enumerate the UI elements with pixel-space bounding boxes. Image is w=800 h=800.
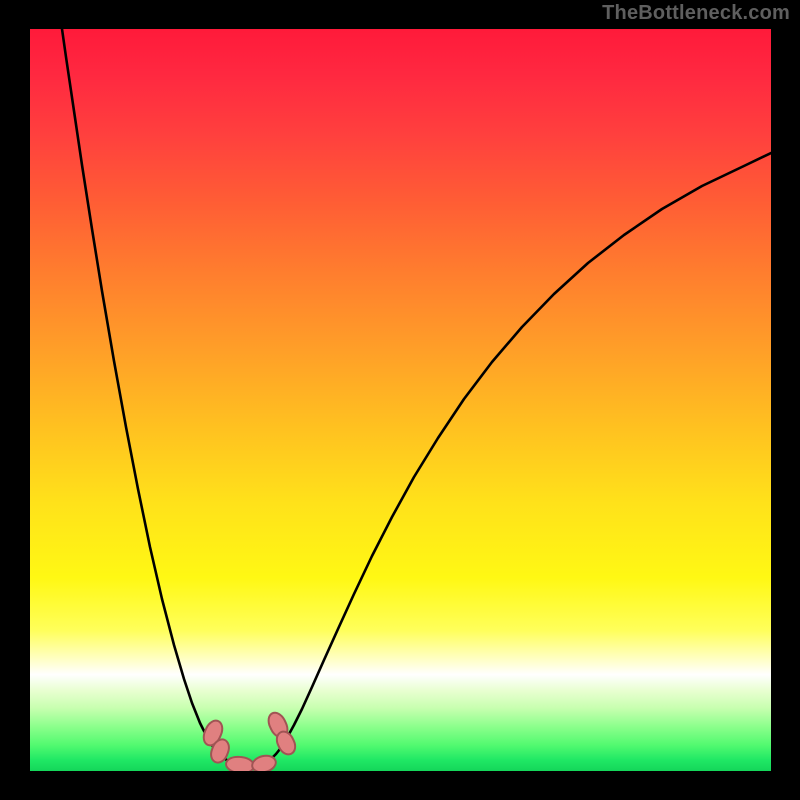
plot-area [30, 29, 771, 771]
stage: TheBottleneck.com [0, 0, 800, 800]
data-point-3 [249, 752, 279, 771]
watermark-text: TheBottleneck.com [602, 2, 790, 25]
data-points-layer [30, 29, 771, 771]
